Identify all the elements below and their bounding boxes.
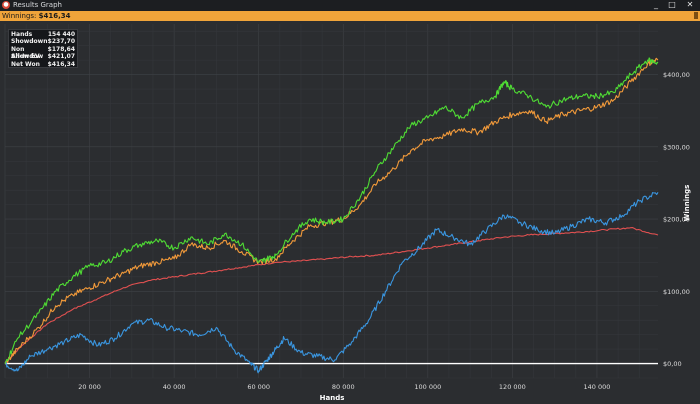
stat-row-hands: Hands 154 440 <box>11 31 75 38</box>
stat-value: $178,64 <box>47 45 75 53</box>
window-title: Results Graph <box>13 1 62 9</box>
y-tick-label: $400,00 <box>663 71 690 79</box>
y-tick-label: $100,00 <box>663 288 690 296</box>
stat-label: Hands <box>11 31 33 38</box>
x-tick-label: 100 000 <box>414 383 441 391</box>
y-tick-labels: $0,00 $100,00 $200,00 $300,00 $400,00 <box>663 71 690 368</box>
y-tick-label: $200,00 <box>663 216 690 224</box>
x-tick-label: 40 000 <box>163 383 186 391</box>
stat-label: Non Showdow <box>11 45 44 61</box>
stat-value: $416,34 <box>47 60 75 68</box>
stat-row-showdown: Showdown $237,70 <box>11 38 75 45</box>
x-tick-label: 120 000 <box>499 383 526 391</box>
stat-row-non-showdown: Non Showdow $178,64 <box>11 45 75 61</box>
banner-toggle[interactable] <box>694 12 698 19</box>
winnings-value: $416,34 <box>38 12 71 20</box>
series-line-net-won <box>4 57 659 364</box>
y-tick-label: $0,00 <box>663 360 682 368</box>
y-axis-label: Winnings <box>683 185 691 222</box>
winnings-label-group: Winnings: $416,34 <box>2 11 71 21</box>
x-tick-label: 20 000 <box>78 383 101 391</box>
stat-row-all-in-ev: All-In EV $421,07 <box>11 53 75 60</box>
x-tick-label: 140 000 <box>583 383 610 391</box>
app-icon: ● <box>2 1 10 9</box>
stat-row-net-won: Net Won $416,34 <box>11 61 75 68</box>
series-line-showdown <box>4 192 659 374</box>
stat-value: $421,07 <box>47 53 75 61</box>
stat-label: Net Won <box>11 60 40 68</box>
chart-series <box>4 57 659 374</box>
stats-panel: Hands 154 440 Showdown $237,70 Non Showdow… <box>8 29 78 68</box>
minimize-button[interactable]: _ <box>654 0 658 9</box>
x-tick-labels: 20 000 40 000 60 000 80 000 100 000 120 000 14… <box>78 383 610 391</box>
x-tick-label: 80 000 <box>332 383 355 391</box>
stat-value: $237,70 <box>47 38 75 46</box>
stat-value: 154 440 <box>47 31 75 38</box>
winnings-banner: Winnings: $416,34 <box>0 11 700 21</box>
y-tick-label: $300,00 <box>663 143 690 151</box>
x-tick-label: 60 000 <box>247 383 270 391</box>
x-axis-label: Hands <box>320 394 345 402</box>
stat-label: Showdown <box>11 38 48 46</box>
close-button[interactable]: ✕ <box>686 0 694 9</box>
window-titlebar: ● Results Graph _ □ ✕ <box>0 0 700 11</box>
winnings-label: Winnings: <box>2 12 37 20</box>
maximize-button[interactable]: □ <box>668 0 676 9</box>
stat-label: All-In EV <box>11 53 40 61</box>
